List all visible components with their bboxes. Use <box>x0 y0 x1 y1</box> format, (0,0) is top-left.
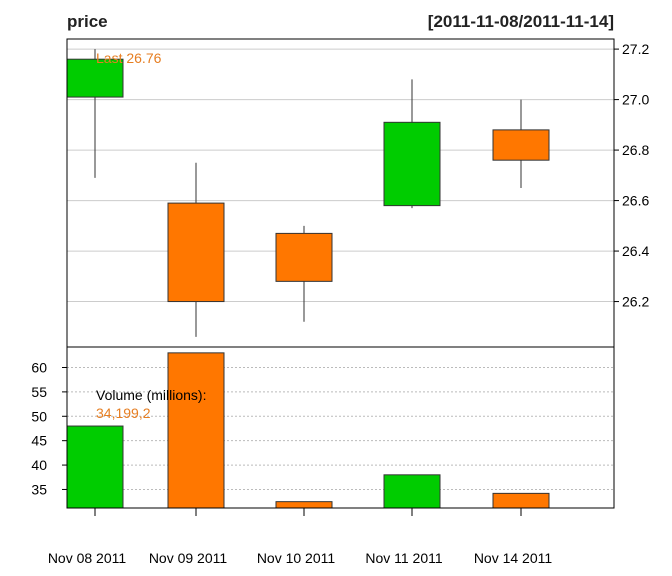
price-gridlines <box>67 48 614 303</box>
x-tick-label: Nov 14 2011 <box>474 550 553 566</box>
candle-body <box>492 129 550 161</box>
volume-tick-label: 60 <box>31 359 47 375</box>
volume-tick-label: 40 <box>31 457 47 473</box>
price-tick-label: 27.2 <box>622 41 649 57</box>
volume-label: Volume (millions): <box>96 387 206 403</box>
candle-body <box>383 121 441 207</box>
volume-gridlines <box>67 366 614 490</box>
volume-bar <box>275 501 333 509</box>
candle-body <box>167 202 225 303</box>
price-tick-label: 26.6 <box>622 193 649 209</box>
price-tick-label: 26.2 <box>622 294 649 310</box>
candle-body <box>275 232 333 282</box>
price-panel-frame <box>66 38 615 348</box>
chart-marks <box>66 49 550 509</box>
last-price-label: Last 26.76 <box>96 50 162 66</box>
price-tick-label: 26.8 <box>622 142 649 158</box>
x-tick-label: Nov 10 2011 <box>257 550 336 566</box>
volume-panel-frame <box>66 346 615 509</box>
x-tick-label: Nov 08 2011 <box>48 550 127 566</box>
volume-value-label: 34,199,2 <box>96 405 151 421</box>
chart-title: price <box>67 12 108 31</box>
price-tick-label: 26.4 <box>622 243 649 259</box>
volume-bar <box>383 474 441 509</box>
volume-tick-label: 50 <box>31 408 47 424</box>
date-range-label: [2011-11-08/2011-11-14] <box>428 12 614 31</box>
volume-bar <box>492 492 550 509</box>
price-tick-label: 27.0 <box>622 92 649 108</box>
x-tick-label: Nov 11 2011 <box>365 550 443 566</box>
volume-bar <box>66 425 124 509</box>
chart-axes: 26.2 26.4 26.6 26.8 27.0 27.2 35 40 45 50 55 60 Nov … <box>31 41 649 566</box>
x-tick-label: Nov 09 2011 <box>149 550 228 566</box>
volume-tick-label: 55 <box>31 384 47 400</box>
volume-tick-label: 45 <box>31 433 47 449</box>
volume-bar <box>167 352 225 509</box>
candle-body <box>66 58 124 98</box>
volume-tick-label: 35 <box>31 481 47 497</box>
